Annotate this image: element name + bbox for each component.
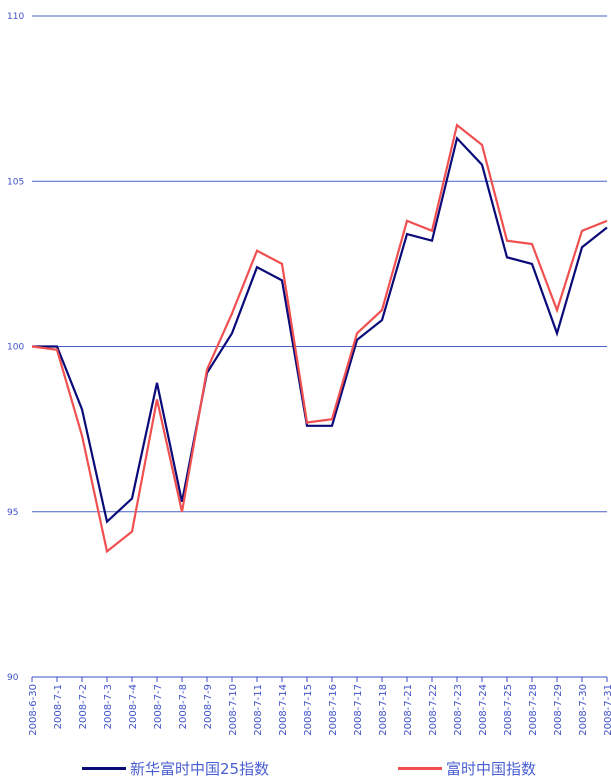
y-tick-label: 90 — [7, 673, 19, 683]
x-tick-label: 2008-7-18 — [378, 684, 389, 736]
y-axis-ticks: 90 95 100 105 110 — [7, 12, 24, 683]
x-tick-label: 2008-7-17 — [353, 684, 364, 736]
x-tick-label: 2008-7-9 — [203, 684, 214, 729]
legend-item-0: 新华富时中国25指数 — [82, 758, 269, 778]
x-tick-label: 2008-7-22 — [428, 684, 439, 736]
legend-swatch-1 — [398, 766, 442, 770]
y-tick-label: 100 — [7, 343, 24, 353]
x-tick-label: 2008-7-14 — [278, 684, 289, 736]
x-tick-label: 2008-7-29 — [553, 684, 564, 736]
x-tick-label: 2008-7-2 — [78, 684, 89, 729]
x-tick-label: 2008-7-10 — [228, 684, 239, 736]
x-tick-label: 2008-7-28 — [528, 684, 539, 736]
x-tick-label: 2008-7-16 — [328, 684, 339, 736]
legend-label-0: 新华富时中国25指数 — [130, 759, 270, 778]
legend-label-1: 富时中国指数 — [446, 759, 537, 778]
x-tick-label: 2008-7-31 — [603, 684, 611, 736]
x-axis: 2008-6-30 2008-7-1 2008-7-2 2008-7-3 2008-7-… — [28, 676, 611, 736]
x-tick-label: 2008-7-7 — [153, 684, 164, 729]
series-line-0 — [32, 136, 608, 524]
x-tick-label: 2008-7-4 — [128, 684, 139, 729]
x-tick-label: 2008-7-1 — [53, 684, 64, 729]
legend-item-1: 富时中国指数 — [398, 758, 536, 778]
x-tick-label: 2008-7-11 — [253, 684, 264, 736]
x-tick-label: 2008-7-24 — [478, 684, 489, 736]
x-tick-label: 2008-7-23 — [453, 684, 464, 736]
x-tick-label: 2008-6-30 — [28, 684, 39, 736]
x-tick-label: 2008-7-15 — [303, 684, 314, 736]
x-tick-label: 2008-7-21 — [403, 684, 414, 736]
y-tick-label: 105 — [7, 177, 24, 187]
x-tick-label: 2008-7-3 — [103, 684, 114, 729]
x-tick-label: 2008-7-25 — [503, 684, 514, 736]
series-lines — [31, 123, 608, 554]
series-line-1 — [31, 123, 608, 554]
grid-lines — [32, 15, 607, 513]
y-tick-label: 110 — [7, 12, 24, 22]
x-tick-label: 2008-7-8 — [178, 684, 189, 729]
legend-swatch-0 — [82, 766, 126, 770]
x-tick-label: 2008-7-30 — [578, 684, 589, 736]
y-tick-label: 95 — [7, 508, 18, 518]
